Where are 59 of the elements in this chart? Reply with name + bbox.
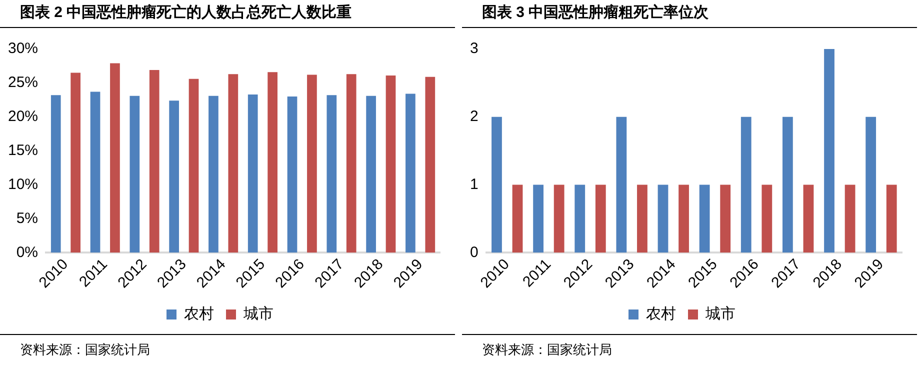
bar [346, 74, 356, 253]
bar [866, 116, 876, 253]
bar [658, 184, 668, 253]
bar [130, 96, 140, 253]
text: 资料来源：国家统计局 [20, 342, 151, 359]
bar [740, 116, 752, 253]
bar [169, 100, 179, 253]
bar [287, 96, 298, 253]
bar [208, 96, 218, 253]
bar [386, 75, 396, 253]
bar [307, 74, 317, 253]
bar [637, 184, 648, 253]
legend-label: 城市 [704, 306, 736, 323]
bar [554, 184, 564, 253]
bar [149, 70, 160, 253]
bar [595, 184, 606, 253]
y-tick-label: 30% [8, 40, 38, 58]
bar [90, 92, 100, 253]
bar [803, 184, 814, 253]
y-tick-label: 2 [470, 108, 478, 126]
bar [699, 184, 710, 253]
y-tick-label: 1 [470, 176, 478, 193]
bar [110, 63, 120, 253]
bar [228, 74, 238, 253]
bar [406, 94, 416, 253]
bar [533, 184, 544, 253]
bar [188, 78, 199, 253]
chart-title: 图表 2 中国恶性肿瘤死亡的人数占总死亡人数比重 [0, 0, 455, 28]
bar [824, 49, 834, 253]
y-tick-label: 25% [8, 74, 38, 92]
bar [70, 72, 80, 253]
bar [616, 116, 627, 253]
bar [512, 184, 523, 253]
y-tick-label: 3 [470, 40, 478, 58]
legend-label: 农村 [646, 306, 676, 323]
text: 资料来源：国家统计局 [482, 342, 613, 359]
y-tick-label: 15% [8, 142, 38, 159]
bar [678, 184, 689, 253]
bar [425, 76, 436, 253]
y-tick-label: 5% [16, 210, 38, 227]
legend-label: 农村 [184, 306, 214, 323]
y-tick-label: 0% [16, 244, 38, 261]
bar [844, 184, 856, 253]
bar [492, 116, 502, 253]
bar [762, 184, 772, 253]
bar [50, 95, 61, 253]
y-tick-label: 10% [8, 176, 38, 193]
y-tick-label: 20% [8, 108, 38, 126]
bar [720, 184, 731, 253]
bar [268, 72, 278, 253]
legend-label: 城市 [242, 306, 274, 323]
bar [574, 184, 586, 253]
bar [366, 96, 376, 253]
bar [782, 116, 793, 253]
bar [326, 95, 337, 253]
bar [886, 184, 897, 253]
chart-title: 图表 3 中国恶性肿瘤粗死亡率位次 [462, 0, 917, 28]
bar [248, 94, 258, 253]
y-tick-label: 0 [470, 244, 478, 261]
